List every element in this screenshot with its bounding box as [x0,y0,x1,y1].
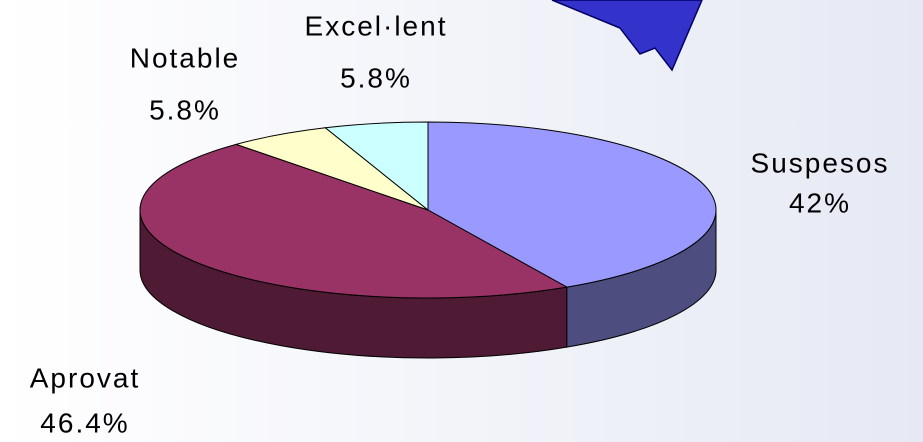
category-label: Excel·lent [305,10,448,41]
category-label: Suspesos [751,147,890,178]
value-label: 46.4% [40,407,129,438]
value-label: 42% [789,187,851,218]
pie-slice [427,121,717,288]
value-label: 5.8% [340,62,412,93]
arrow [551,0,703,72]
category-label: Notable [130,42,241,73]
pie [139,121,717,359]
category-label: Aprovat [30,362,141,393]
pie-slice [139,143,569,299]
value-label: 5.8% [149,94,221,125]
pie-slice [324,121,429,212]
labels: Suspesos 42% Aprovat 46.4% Notable 5.8% Excel·… [30,10,890,438]
